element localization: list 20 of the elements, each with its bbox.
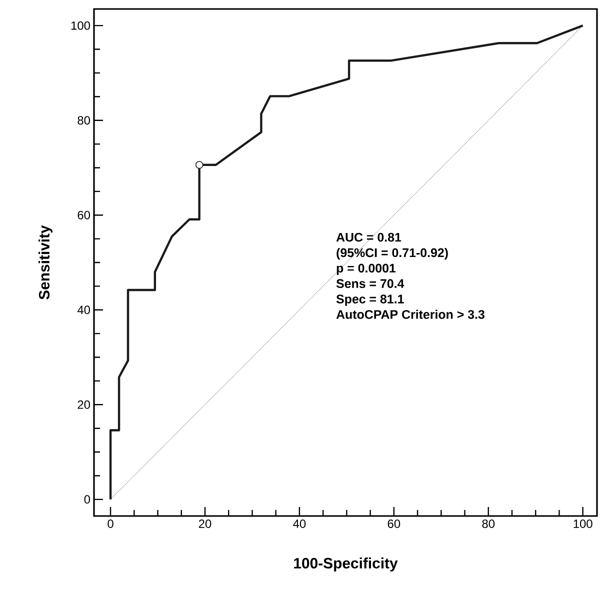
x-tick-label: 60 (388, 520, 400, 528)
y-tick-label: 80 (78, 116, 90, 125)
y-tick-label: 40 (77, 306, 90, 314)
y-axis-title: Sensitivity (38, 225, 52, 300)
annotation: p = 0.0001 (336, 264, 396, 276)
x-tick-label: 20 (198, 520, 212, 528)
x-tick-label: 80 (482, 520, 495, 528)
annotation: (95%CI = 0.71-0.92) (336, 248, 448, 260)
annotation: Sens = 70.4 (336, 279, 404, 288)
x-tick-label: 100 (574, 520, 592, 528)
annotation: Spec = 81.1 (336, 294, 404, 306)
annotation: AUC = 0.81 (336, 232, 402, 242)
x-axis-title: 100-Specificity (294, 558, 398, 572)
y-tick-label: 0 (84, 495, 90, 504)
y-tick-label: 60 (78, 210, 90, 220)
y-tick-label: 100 (71, 21, 90, 30)
y-tick-label: 20 (78, 400, 90, 409)
x-tick-label: 40 (293, 520, 306, 528)
annotation: AutoCPAP Criterion > 3.3 (336, 310, 484, 319)
x-tick-label: 0 (108, 520, 114, 528)
